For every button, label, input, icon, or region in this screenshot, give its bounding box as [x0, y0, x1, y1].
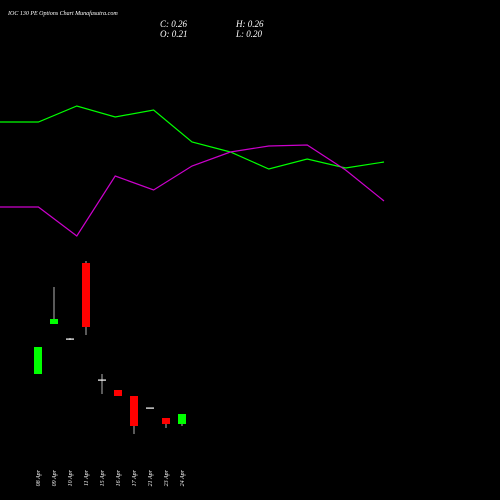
- close-label: C: 0.26: [160, 19, 188, 29]
- x-tick-label: 16 Apr: [116, 469, 122, 486]
- line-series: [0, 144, 385, 237]
- candle-body: [114, 390, 122, 396]
- line-series: [0, 105, 385, 170]
- x-tick-label: 10 Apr: [68, 469, 74, 486]
- candle-body: [146, 407, 154, 409]
- open-label: O: 0.21: [160, 29, 188, 39]
- chart-title: IOC 130 PE Options Chart Munafasutra.com: [7, 10, 118, 17]
- candle-body: [34, 347, 42, 374]
- x-tick-label: 21 Apr: [148, 469, 154, 486]
- x-tick-label: 23 Apr: [164, 469, 170, 486]
- candle-body: [98, 379, 106, 381]
- x-tick-label: 17 Apr: [132, 469, 138, 486]
- x-tick-label: 11 Apr: [84, 469, 90, 486]
- candle-body: [82, 263, 90, 327]
- x-tick-label: 15 Apr: [100, 469, 106, 486]
- candle-body: [178, 414, 186, 424]
- candle-body: [130, 396, 138, 426]
- high-label: H: 0.26: [235, 19, 264, 29]
- candle-body: [50, 319, 58, 324]
- x-tick-label: 24 Apr: [179, 469, 186, 486]
- candle-body: [162, 418, 170, 424]
- candle-body: [66, 338, 74, 340]
- x-tick-label: 09 Apr: [52, 469, 58, 486]
- x-tick-label: 08 Apr: [36, 469, 42, 486]
- low-label: L: 0.20: [235, 29, 263, 39]
